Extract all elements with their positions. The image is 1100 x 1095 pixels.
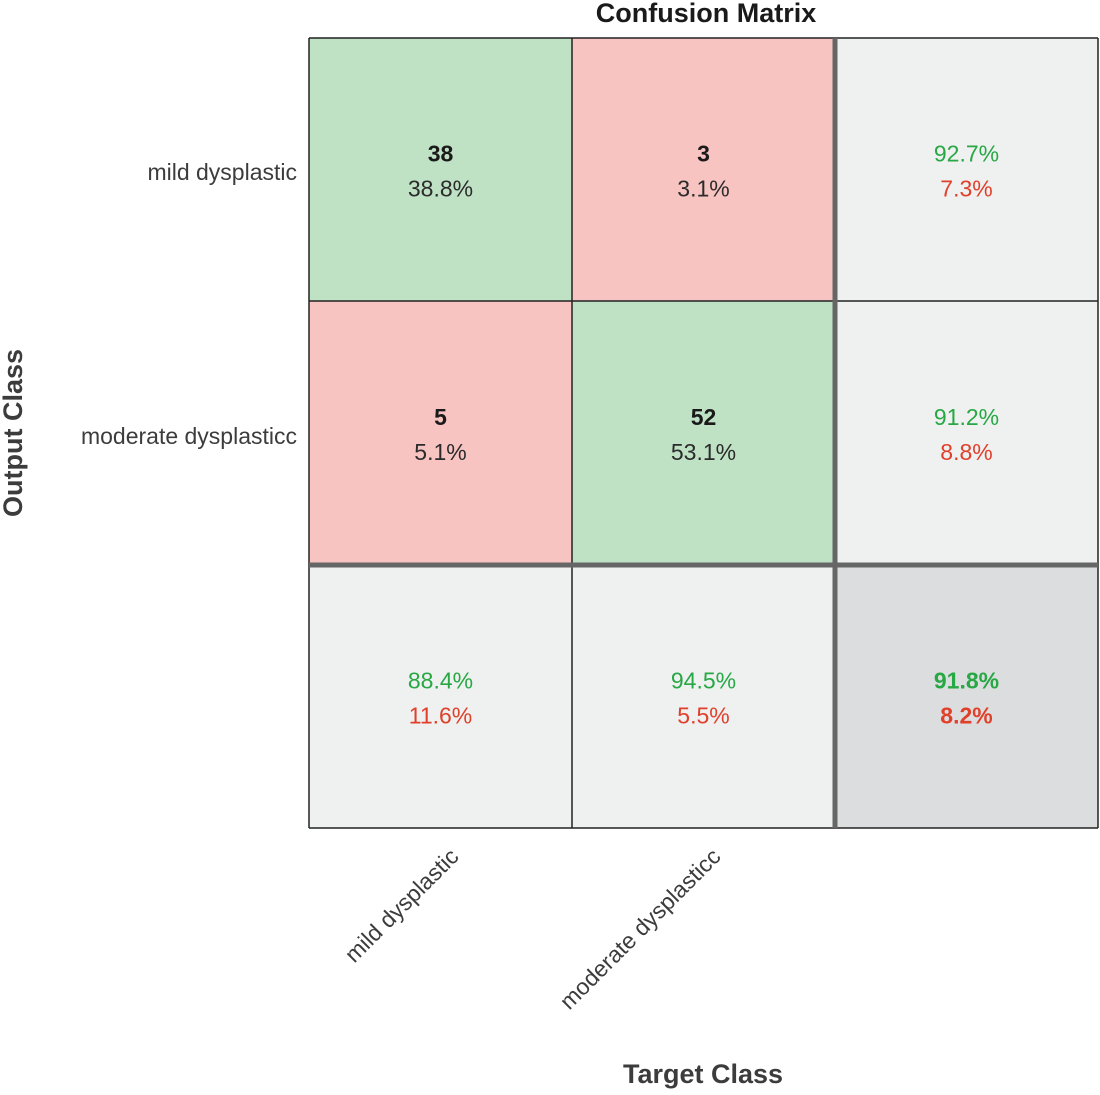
matrix-cell	[309, 301, 572, 565]
matrix-cell	[572, 38, 835, 301]
x-tick-label-1: moderate dysplasticc	[554, 843, 725, 1014]
column-summary-error-label: 5.5%	[677, 703, 729, 729]
overall-correct-label: 91.8%	[934, 668, 999, 694]
cell-percent-label: 38.8%	[408, 176, 473, 202]
cell-percent-label: 5.1%	[414, 439, 466, 465]
cell-count-label: 52	[691, 404, 717, 430]
y-tick-label-0: mild dysplastic	[147, 159, 297, 185]
row-summary-cell	[835, 38, 1098, 301]
column-summary-correct-label: 94.5%	[671, 668, 736, 694]
column-summary-error-label: 11.6%	[409, 703, 473, 729]
overall-summary-cell	[835, 565, 1098, 828]
cell-count-label: 38	[428, 141, 454, 167]
chart-title: Confusion Matrix	[596, 0, 817, 28]
y-axis-label: Output Class	[0, 349, 28, 517]
row-summary-cell	[835, 301, 1098, 565]
overall-error-label: 8.2%	[940, 703, 992, 729]
row-summary-error-label: 7.3%	[940, 176, 992, 202]
column-summary-cell	[309, 565, 572, 828]
x-tick-label-0: mild dysplastic	[339, 843, 463, 967]
matrix-cell	[309, 38, 572, 301]
column-summary-cell	[572, 565, 835, 828]
x-axis-label: Target Class	[623, 1059, 783, 1089]
column-summary-correct-label: 88.4%	[408, 668, 473, 694]
row-summary-correct-label: 91.2%	[934, 404, 999, 430]
y-tick-label-1: moderate dysplasticc	[81, 423, 297, 449]
cell-percent-label: 3.1%	[677, 176, 729, 202]
row-summary-error-label: 8.8%	[940, 439, 992, 465]
cell-count-label: 5	[434, 404, 447, 430]
row-summary-correct-label: 92.7%	[934, 141, 999, 167]
matrix-cell	[572, 301, 835, 565]
cell-count-label: 3	[697, 141, 710, 167]
cell-percent-label: 53.1%	[671, 439, 736, 465]
